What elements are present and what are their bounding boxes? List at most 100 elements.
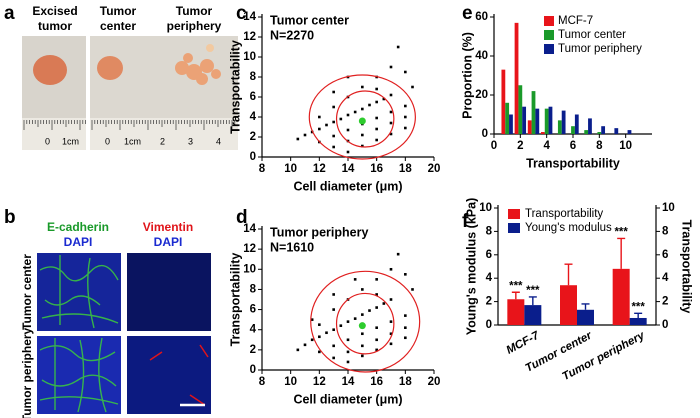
legend-label: Tumor center <box>558 29 626 41</box>
x-tick-label: 10 <box>284 163 297 175</box>
photo-label: tumor <box>38 19 72 33</box>
point <box>375 87 378 91</box>
point <box>404 126 407 130</box>
x-tick-label: 16 <box>370 376 383 388</box>
vimentin-stain <box>149 344 209 406</box>
y-tick-label: 2 <box>250 131 256 143</box>
point <box>404 273 407 276</box>
y-tick-label: 8 <box>250 71 257 83</box>
y2-tick-label: 2 <box>662 296 668 308</box>
y-tick-label: 14 <box>243 223 256 235</box>
point <box>361 107 364 111</box>
x-tick-label: 18 <box>399 163 412 175</box>
x-tick-label: 18 <box>399 376 412 388</box>
y-axis-label: Transportability <box>228 40 242 134</box>
point <box>361 332 364 336</box>
point <box>325 123 328 127</box>
point <box>346 150 350 154</box>
point <box>389 320 393 323</box>
point <box>361 144 364 148</box>
point <box>375 348 378 352</box>
point <box>404 70 407 74</box>
photo-label: Tumor <box>100 4 137 18</box>
y2-tick-label: 8 <box>662 225 669 237</box>
point <box>346 128 350 132</box>
y-tick-label: 14 <box>243 11 256 23</box>
x-tick-label: 12 <box>313 376 326 388</box>
point <box>375 138 378 142</box>
y-axis-label: Young's modulus (kPa) <box>464 198 478 335</box>
y-tick-label: 60 <box>475 11 488 23</box>
point <box>368 309 371 312</box>
x-tick-label: 8 <box>596 140 603 152</box>
point <box>310 338 314 342</box>
bar <box>584 130 589 134</box>
contour <box>310 270 421 373</box>
panel-label: f <box>462 211 469 232</box>
bar <box>614 128 619 134</box>
centroid <box>358 322 366 330</box>
y-tick-label: 2 <box>250 344 256 356</box>
y-tick-label: 12 <box>243 243 256 255</box>
bar <box>597 132 602 134</box>
tumor <box>33 55 67 85</box>
tumor <box>97 56 123 80</box>
point <box>368 103 371 107</box>
y-tick-label: 10 <box>243 51 256 63</box>
bar <box>531 91 536 134</box>
bar <box>574 114 579 134</box>
ruler-label: 0 <box>105 136 110 146</box>
point <box>332 308 335 311</box>
bar <box>522 106 527 134</box>
chart: 0 20 40 60 0 2 4 6 8 10 Transportability Proportion… <box>460 11 652 170</box>
point <box>404 326 407 329</box>
panel-label: d <box>236 207 248 228</box>
ruler-label: 0 <box>45 136 50 146</box>
bar <box>560 285 577 325</box>
y-tick-label: 10 <box>243 263 256 275</box>
point <box>382 302 386 305</box>
point <box>375 278 378 281</box>
centroid <box>358 117 366 125</box>
stain-label: DAPI <box>154 235 183 249</box>
point <box>389 132 393 136</box>
significance: *** <box>509 280 523 292</box>
y-tick-label: 0 <box>250 364 256 376</box>
x-tick-label: 8 <box>259 376 266 388</box>
y-axis-label: Transportability <box>228 253 242 347</box>
point <box>382 97 386 101</box>
bar <box>557 120 562 134</box>
micrograph <box>127 253 211 331</box>
ruler-label: 4 <box>216 136 221 146</box>
error-bar <box>528 296 537 306</box>
legend-swatch <box>508 223 520 233</box>
y-tick-label: 4 <box>486 272 493 284</box>
legend-label: Transportability <box>525 208 603 220</box>
stain-label: Vimentin <box>143 220 193 234</box>
y-tick-label: 4 <box>250 111 257 123</box>
point <box>332 145 335 149</box>
significance: *** <box>526 285 540 297</box>
bar <box>518 85 523 134</box>
x-tick-label: MCF-7 <box>505 329 542 356</box>
x-tick-label: 0 <box>491 140 497 152</box>
point <box>404 115 407 119</box>
point <box>346 320 350 323</box>
point <box>375 116 378 120</box>
y-tick-label: 6 <box>250 91 256 103</box>
micrograph <box>37 336 121 414</box>
point <box>396 252 400 256</box>
y-tick-label: 4 <box>250 324 257 336</box>
point <box>389 332 393 336</box>
panel-label: c <box>236 3 247 24</box>
bar <box>540 132 545 134</box>
point <box>389 298 393 301</box>
photo-a: 0 1cm 0 1cm 2 3 4 Excised tumor Tumor ce… <box>22 4 238 150</box>
bar <box>629 317 647 325</box>
point <box>332 120 335 124</box>
contour <box>335 292 395 355</box>
legend-label: Young's modulus <box>525 222 612 234</box>
point <box>332 134 335 138</box>
annotation: N=2270 <box>270 28 314 42</box>
point <box>318 335 321 339</box>
